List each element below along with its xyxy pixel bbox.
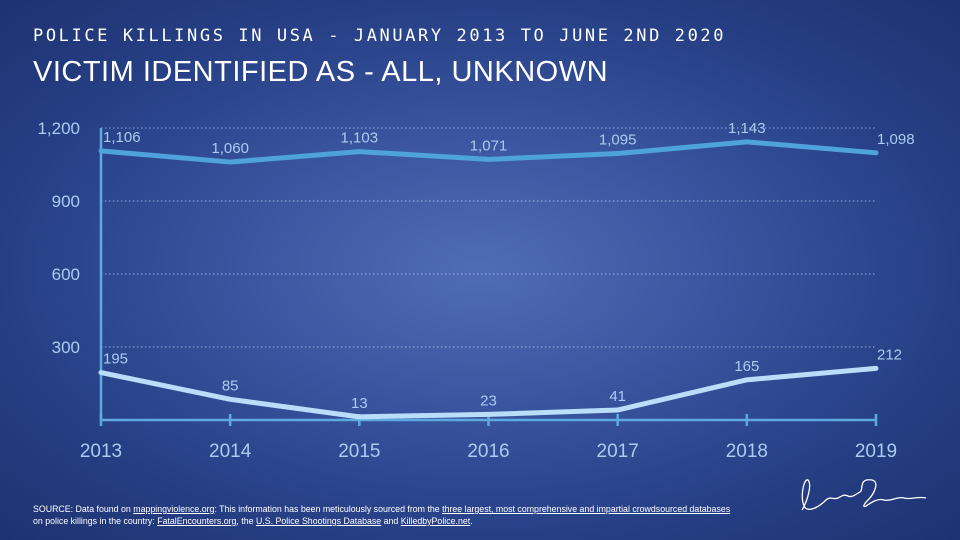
source-text: .	[470, 516, 473, 526]
series-line	[98, 139, 879, 165]
x-tick-label: 2015	[338, 441, 380, 462]
data-labels: 1,106 1,060 1,103 1,071 1,095 1,143 1,098 195 85…	[103, 120, 915, 412]
source-link-databases[interactable]: three largest, most comprehensive and im…	[442, 504, 731, 514]
x-axis-tick-labels: 2013 2014 2015 2016 2017 2018 2019	[80, 441, 897, 462]
data-label: 165	[734, 358, 759, 375]
source-text: : This information has been meticulously…	[214, 504, 443, 514]
source-text: on police killings in the country:	[33, 516, 158, 526]
source-text: , the	[236, 516, 256, 526]
signature-logo	[801, 479, 927, 511]
data-label: 23	[480, 392, 497, 409]
data-label: 1,098	[877, 131, 915, 148]
y-tick-label: 1,200	[37, 119, 80, 138]
chart-title: VICTIM IDENTIFIED AS - ALL, UNKNOWN	[33, 56, 609, 88]
data-label: 1,103	[341, 130, 379, 147]
y-tick-label: 900	[52, 192, 80, 211]
data-label: 1,095	[599, 132, 637, 149]
data-label: 13	[351, 395, 368, 412]
x-tick-label: 2019	[855, 441, 897, 462]
source-text: SOURCE: Data found on	[33, 504, 134, 514]
source-link-killedbypolice[interactable]: KilledbyPolice.net	[400, 516, 471, 526]
axes	[99, 128, 878, 426]
data-label: 195	[103, 351, 128, 368]
x-tick-label: 2014	[209, 441, 252, 462]
x-tick-label: 2017	[597, 441, 639, 462]
series-line	[98, 365, 879, 420]
x-tick-label: 2013	[80, 441, 122, 462]
y-tick-label: 600	[52, 265, 80, 284]
gridlines	[101, 127, 876, 348]
source-link-police-shootings-db[interactable]: U.S. Police Shootings Database	[255, 516, 382, 526]
data-label: 1,106	[103, 129, 141, 146]
source-note: SOURCE: Data found on mappingviolence.or…	[33, 503, 733, 527]
data-label: 85	[222, 377, 239, 394]
series-lines	[98, 139, 879, 420]
data-label: 1,071	[470, 137, 508, 154]
x-tick-label: 2016	[467, 441, 509, 462]
y-axis-tick-labels: 300 600 900 1,200	[37, 119, 80, 357]
chart-kicker: POLICE KILLINGS IN USA - JANUARY 2013 TO…	[33, 26, 727, 46]
data-label: 1,060	[211, 140, 249, 157]
y-tick-label: 300	[52, 338, 80, 357]
source-link-fatalencounters[interactable]: FatalEncounters.org	[157, 516, 237, 526]
source-text: and	[381, 516, 401, 526]
x-tick-label: 2018	[726, 441, 768, 462]
data-label: 212	[877, 346, 902, 363]
data-label: 1,143	[728, 120, 766, 137]
source-link-mappingviolence[interactable]: mappingviolence.org	[133, 504, 215, 514]
data-label: 41	[609, 388, 626, 405]
